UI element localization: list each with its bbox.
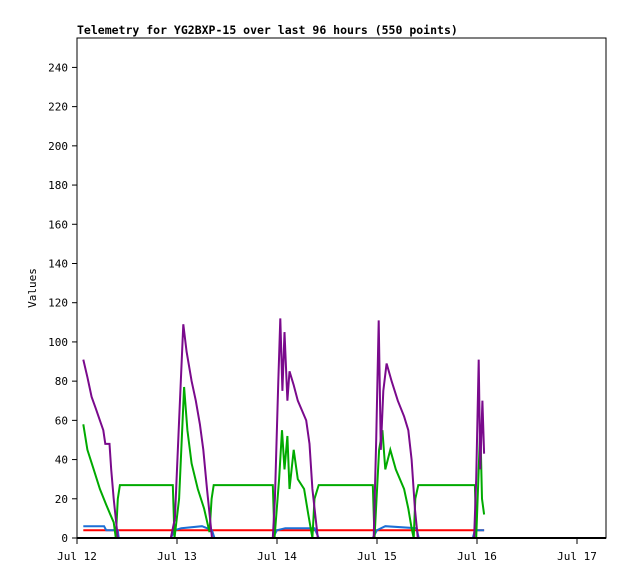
y-tick-label: 240	[48, 61, 68, 74]
y-axis-label: Values	[26, 268, 39, 308]
y-tick-label: 40	[55, 454, 68, 467]
series-line-green	[82, 386, 486, 539]
y-tick-label: 120	[48, 297, 68, 310]
x-tick-label: Jul 14	[257, 550, 297, 563]
y-tick-label: 20	[55, 493, 68, 506]
y-tick-label: 60	[55, 414, 68, 427]
y-tick-label: 0	[61, 532, 68, 545]
y-tick-label: 220	[48, 101, 68, 114]
y-tick-label: 160	[48, 218, 68, 231]
x-tick-label: Jul 13	[157, 550, 197, 563]
x-tick-label: Jul 17	[557, 550, 597, 563]
series-line-blue	[83, 525, 485, 539]
x-tick-label: Jul 15	[357, 550, 397, 563]
x-tick-label: Jul 16	[457, 550, 497, 563]
chart-title: Telemetry for YG2BXP-15 over last 96 hou…	[77, 23, 458, 37]
y-tick-label: 180	[48, 179, 68, 192]
series-line-purple	[82, 318, 486, 539]
y-tick-label: 200	[48, 140, 68, 153]
y-tick-label: 80	[55, 375, 68, 388]
x-tick-label: Jul 12	[57, 550, 97, 563]
y-tick-label: 140	[48, 257, 68, 270]
plot-frame	[76, 37, 607, 539]
y-tick-label: 100	[48, 336, 68, 349]
